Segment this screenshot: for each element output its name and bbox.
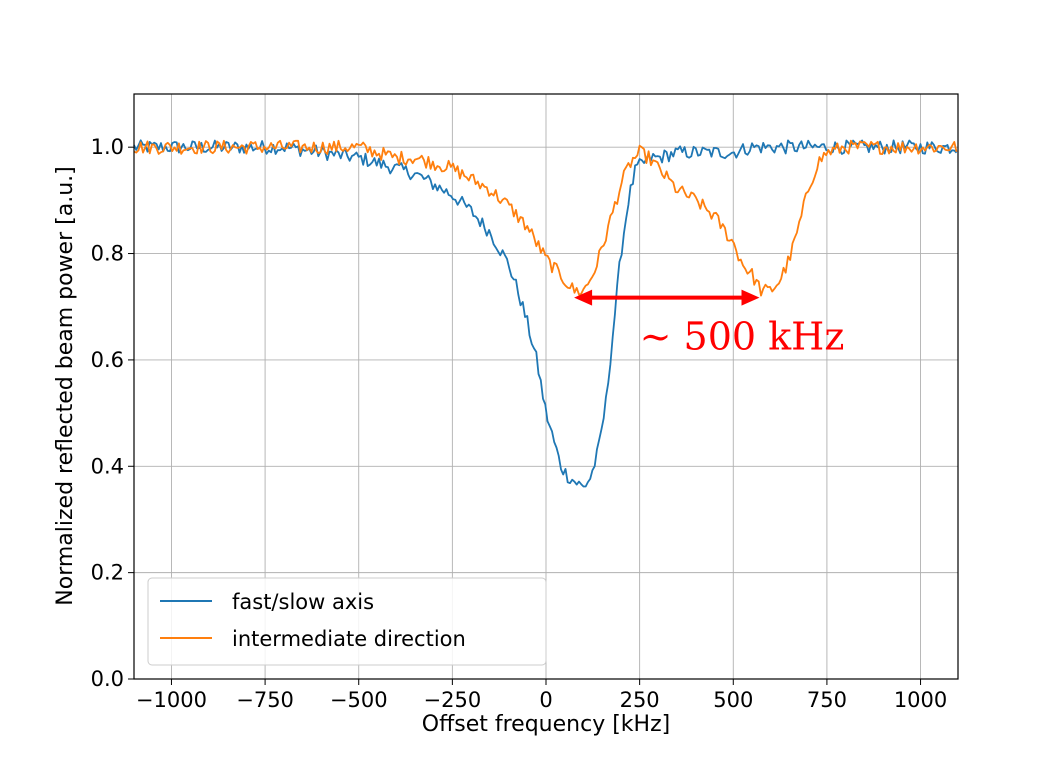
x-tick-label: −750 bbox=[236, 688, 294, 712]
series-intermediate-direction bbox=[133, 139, 958, 297]
y-axis-label: Normalized reflected beam power [a.u.] bbox=[53, 166, 78, 605]
x-tick-label: 1000 bbox=[894, 688, 947, 712]
x-tick-label: −1000 bbox=[136, 688, 207, 712]
y-tick-label: 0.8 bbox=[91, 242, 124, 266]
x-tick-label: 250 bbox=[620, 688, 660, 712]
annotation-arrowhead-right bbox=[741, 289, 760, 306]
x-tick-label: 750 bbox=[807, 688, 847, 712]
annotation-arrowhead-left bbox=[574, 289, 593, 306]
y-tick-label: 0.6 bbox=[91, 348, 124, 372]
y-tick-label: 0.2 bbox=[91, 561, 124, 585]
y-tick-label: 0.4 bbox=[91, 454, 124, 478]
y-tick-label: 0.0 bbox=[91, 667, 124, 691]
legend-label-intermediate: intermediate direction bbox=[232, 627, 466, 651]
series-lines bbox=[133, 139, 958, 488]
x-tick-label: 0 bbox=[539, 688, 552, 712]
legend: fast/slow axis intermediate direction bbox=[147, 577, 547, 666]
annotation-text: ~ 500 kHz bbox=[640, 314, 845, 358]
axis-ticks: −1000 −750 −500 −250 0 250 500 750 1000 0.0 0.2 0.4… bbox=[91, 135, 948, 712]
x-tick-label: −500 bbox=[330, 688, 388, 712]
legend-label-fast-slow: fast/slow axis bbox=[232, 590, 374, 614]
y-tick-label: 1.0 bbox=[91, 135, 124, 159]
annotations: ~ 500 kHz bbox=[574, 289, 845, 358]
x-tick-label: 500 bbox=[713, 688, 753, 712]
legend-box bbox=[147, 577, 547, 666]
series-fast-slow-axis bbox=[133, 139, 958, 488]
x-axis-label: Offset frequency [kHz] bbox=[422, 712, 670, 737]
x-tick-label: −250 bbox=[424, 688, 482, 712]
